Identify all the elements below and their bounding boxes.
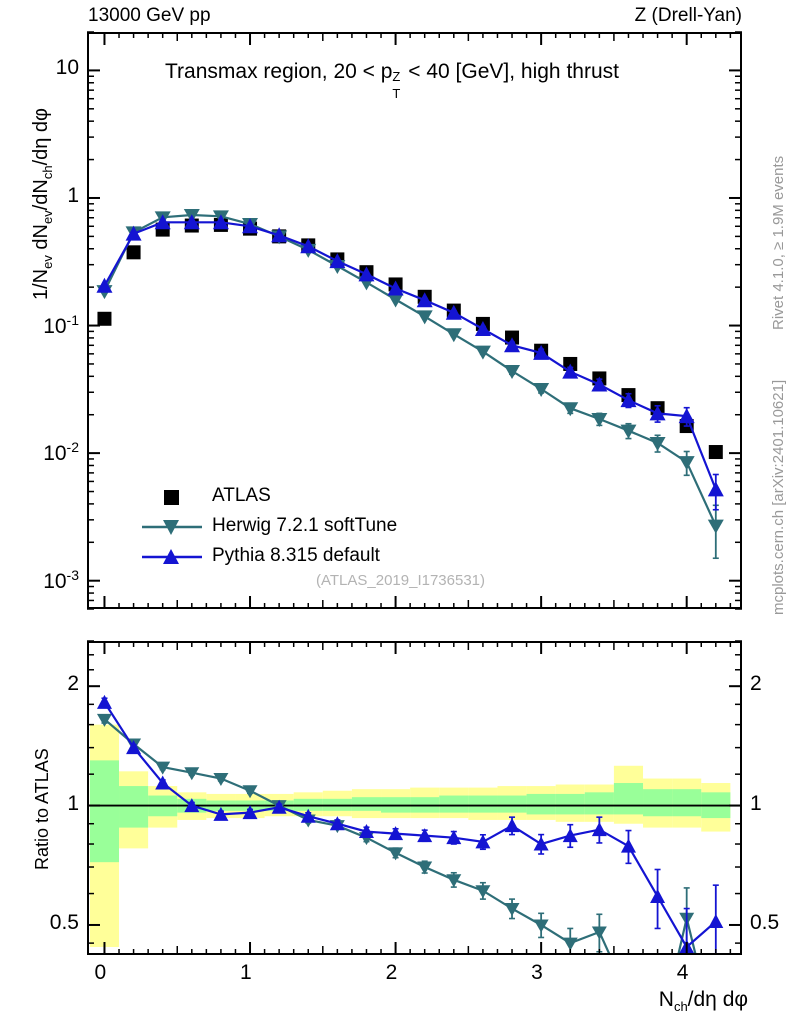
- title-pre: Transmax region, 20 < p: [165, 60, 393, 83]
- legend-label-atlas: ATLAS: [212, 485, 271, 506]
- ratio-y-tick-label-left: 1: [67, 791, 79, 815]
- xlabel-sub: ch: [673, 999, 688, 1015]
- header-process-info: Z (Drell-Yan): [634, 5, 742, 26]
- analysis-id-watermark: (ATLAS_2019_I1736531): [316, 572, 486, 589]
- x-tick-label: 0: [94, 961, 107, 984]
- main-y-tick-label: 10: [55, 56, 79, 80]
- main-series-atlas: [97, 217, 723, 460]
- ratio-plot-frame: [87, 641, 742, 955]
- legend-marker-pythia: [142, 549, 202, 564]
- x-tick-label: 4: [676, 961, 689, 984]
- x-tick-label: 3: [531, 961, 543, 984]
- main-y-tick-label: 10-1: [43, 311, 79, 338]
- legend-marker-herwig: [142, 520, 202, 535]
- main-series-pythia: [96, 214, 724, 511]
- ratio-y-tick-label-right: 0.5: [750, 910, 780, 934]
- legend-label-herwig: Herwig 7.2.1 softTune: [212, 515, 398, 536]
- ratio-y-tick-label-right: 2: [750, 672, 762, 696]
- xlabel-main: N: [658, 988, 674, 1011]
- main-plot-frame: [87, 32, 742, 609]
- main-y-tick-label: 10-3: [43, 566, 79, 593]
- title-post: < 40 [GeV], high thrust: [402, 60, 619, 83]
- x-axis-label: Nch/dη dφ: [659, 988, 748, 1014]
- x-tick-label: 1: [240, 961, 252, 984]
- ratio-y-tick-label-left: 2: [67, 672, 79, 696]
- ratio-series-herwig: [96, 713, 697, 955]
- x-tick-label: 2: [385, 961, 398, 984]
- title-subscript: T: [392, 86, 401, 101]
- legend-label-pythia: Pythia 8.315 default: [212, 545, 380, 566]
- legend-marker-atlas: [164, 490, 179, 505]
- xlabel-rest: /dη dφ: [687, 988, 748, 1011]
- header-beam-info: 13000 GeV pp: [88, 5, 211, 26]
- main-y-tick-label: 10-2: [43, 439, 79, 466]
- main-y-tick-label: 1: [67, 183, 79, 207]
- ratio-y-tick-label-right: 1: [750, 791, 762, 815]
- ratio-series-pythia: [96, 694, 724, 955]
- ratio-y-tick-label-left: 0.5: [49, 910, 79, 934]
- title-superscript: Z: [392, 69, 401, 84]
